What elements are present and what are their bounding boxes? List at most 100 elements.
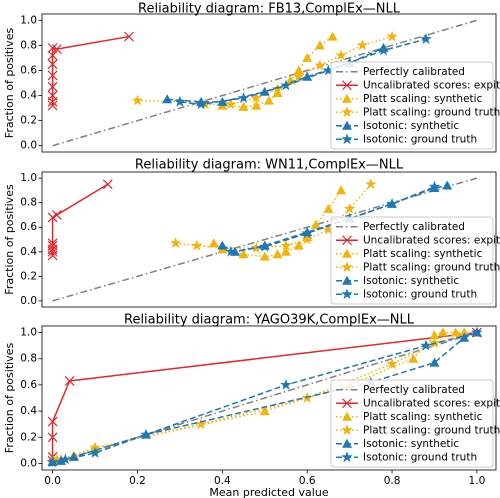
data-point (301, 227, 313, 239)
x-tick-label: 0.8 (384, 475, 401, 487)
data-point (162, 94, 173, 104)
legend-label: Perfectly calibrated (363, 66, 465, 78)
data-point (250, 92, 262, 103)
chart-title: Reliability diagram: YAGO39K,ComplEx—NLL (124, 313, 415, 328)
legend-marker (341, 261, 353, 273)
data-point (386, 197, 398, 209)
data-point (208, 238, 219, 248)
legend-label: Uncalibrated scores: expit (363, 234, 500, 246)
data-point (225, 98, 237, 110)
legend-marker (342, 248, 352, 258)
data-point (47, 238, 58, 249)
series-line (51, 35, 130, 106)
x-tick-label: 0.2 (129, 475, 146, 487)
data-point (238, 101, 249, 111)
legend-label: Platt scaling: synthetic (363, 248, 483, 260)
data-point (293, 65, 304, 75)
legend-marker (341, 106, 353, 118)
data-point (386, 30, 398, 42)
data-point (131, 94, 144, 106)
data-point (237, 92, 250, 103)
legend-box (330, 379, 494, 468)
y-tick-label: 0.6 (20, 221, 37, 233)
legend-marker (342, 235, 352, 246)
data-point (323, 203, 334, 213)
y-tick-label: 0.4 (20, 405, 37, 417)
x-tick-label: 0.4 (214, 475, 231, 487)
data-point (322, 64, 335, 76)
data-point (169, 237, 182, 249)
data-point (64, 376, 75, 386)
y-tick-label: 0.0 (20, 457, 37, 469)
data-point (195, 98, 207, 110)
data-point (191, 239, 203, 251)
series-line (230, 186, 435, 253)
data-point (238, 249, 249, 259)
data-point (420, 339, 432, 351)
x-axis-label: Mean predicted value (209, 486, 328, 498)
legend-label: Uncalibrated scores: expit (363, 397, 500, 409)
y-tick-label: 0.8 (20, 353, 37, 365)
data-point (429, 357, 440, 367)
data-point (251, 100, 262, 110)
data-point (47, 50, 58, 61)
data-point (195, 418, 207, 430)
data-point (302, 52, 313, 62)
legend-label: Perfectly calibrated (363, 221, 465, 233)
x-tick-label: 0.0 (44, 475, 61, 487)
data-point (280, 246, 291, 256)
data-point (356, 39, 369, 51)
legend-marker (341, 133, 353, 145)
legend-marker (342, 80, 352, 91)
chart-title: Reliability diagram: WN11,ComplEx—NLL (135, 158, 404, 173)
data-point (47, 240, 58, 251)
subplot: Reliability diagram: WN11,ComplEx—NLL Fra… (3, 158, 500, 308)
data-point (47, 432, 58, 443)
subplot: Reliability diagram: FB13,ComplEx—NLL Fra… (3, 2, 500, 153)
data-point (59, 453, 72, 465)
data-point (199, 98, 212, 110)
data-point (314, 40, 325, 50)
legend-label: Isotonic: ground truth (363, 288, 477, 300)
data-point (47, 70, 58, 81)
y-axis-label: Fraction of positives (3, 343, 16, 454)
data-point (272, 249, 283, 259)
data-point (428, 337, 441, 348)
series-line (52, 19, 478, 147)
data-point (335, 49, 347, 61)
data-point (386, 357, 398, 369)
legend-marker (341, 424, 353, 436)
data-point (420, 33, 432, 44)
data-point (301, 233, 313, 245)
data-point (89, 446, 101, 458)
data-point (343, 202, 356, 214)
y-axis-label: Fraction of positives (3, 184, 16, 295)
data-point (280, 239, 292, 251)
data-point (292, 70, 305, 82)
legend-label: Platt scaling: synthetic (363, 93, 483, 105)
data-point (225, 245, 237, 257)
legend-label: Perfectly calibrated (363, 384, 465, 396)
data-point (310, 219, 321, 229)
y-tick-label: 0.0 (20, 295, 37, 307)
data-point (314, 59, 326, 71)
data-point (51, 210, 62, 220)
legend-label: Platt scaling: ground truth (363, 106, 500, 118)
data-point (437, 327, 448, 337)
y-axis-label: Fraction of positives (3, 28, 16, 139)
chart-title: Reliability diagram: FB13,ComplEx—NLL (138, 2, 401, 17)
data-point (322, 223, 335, 235)
y-tick-label: 0.4 (20, 90, 37, 102)
data-point (377, 44, 390, 56)
data-point (280, 378, 292, 390)
data-point (264, 95, 274, 105)
legend-label: Platt scaling: ground truth (363, 424, 500, 436)
data-point (47, 90, 58, 101)
data-point (408, 353, 419, 363)
legend-marker (342, 398, 352, 409)
legend-marker (341, 288, 353, 300)
legend-marker (342, 275, 352, 285)
data-point (293, 240, 304, 250)
legend-label: Isotonic: synthetic (363, 275, 459, 287)
